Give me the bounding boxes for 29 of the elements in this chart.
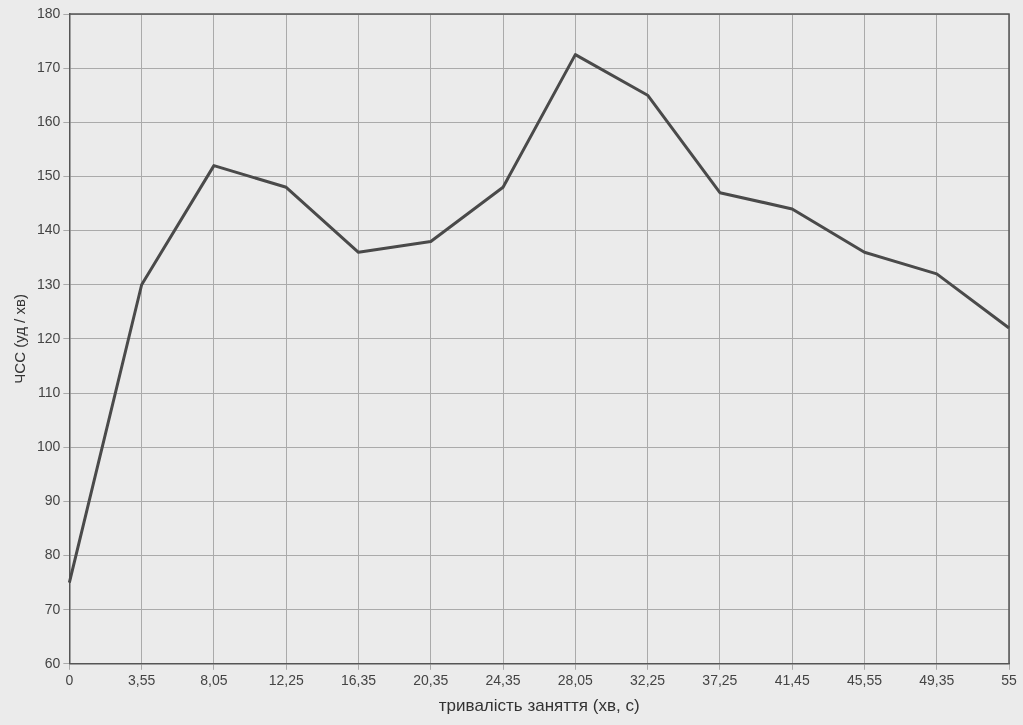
y-tick-label: 160 <box>37 113 61 130</box>
x-tick-label: 28,05 <box>557 672 594 689</box>
y-tick-label: 120 <box>37 329 61 346</box>
y-tick-label: 100 <box>37 438 61 455</box>
x-axis-title: тривалість заняття (хв, с) <box>438 696 640 716</box>
x-tick-label: 49,35 <box>919 672 955 689</box>
x-tick-label: 0 <box>65 672 74 689</box>
y-tick-label: 90 <box>44 492 61 509</box>
x-tick-label: 16,35 <box>340 672 377 689</box>
x-tick-label: 20,35 <box>413 672 449 689</box>
x-tick-label: 8,05 <box>200 672 228 689</box>
y-tick-label: 170 <box>37 59 61 76</box>
y-tick-label: 180 <box>37 4 61 21</box>
y-axis-title: ЧСС (уд / хв) <box>11 294 29 384</box>
x-tick-label: 12,25 <box>268 672 304 689</box>
x-tick-label: 55 <box>1001 672 1017 689</box>
y-tick-label: 130 <box>37 275 61 292</box>
y-tick-label: 110 <box>38 383 61 400</box>
y-tick-label: 70 <box>44 600 61 617</box>
y-tick-label: 140 <box>37 221 61 238</box>
x-tick-label: 37,25 <box>702 672 738 689</box>
x-tick-label: 41,45 <box>774 672 810 689</box>
y-tick-label: 150 <box>37 167 61 184</box>
y-tick-label: 60 <box>44 654 61 671</box>
x-tick-label: 45,55 <box>846 672 883 689</box>
x-tick-label: 24,35 <box>485 672 521 689</box>
y-tick-label: 80 <box>44 546 61 563</box>
x-tick-label: 32,25 <box>630 672 666 689</box>
x-tick-label: 3,55 <box>128 672 156 689</box>
